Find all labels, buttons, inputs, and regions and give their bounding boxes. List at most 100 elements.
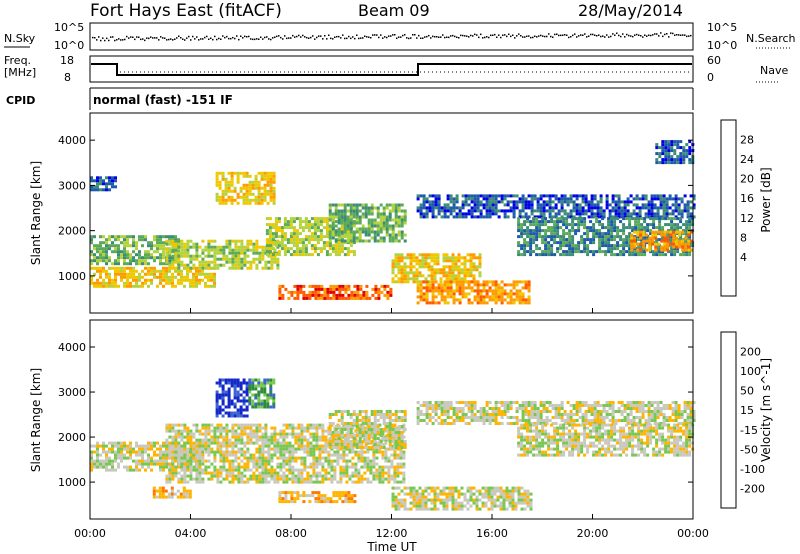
heatmap-cell [165, 266, 168, 270]
heatmap-cell [263, 192, 267, 196]
heatmap-cell [639, 230, 643, 234]
heatmap-cell [689, 194, 693, 198]
heatmap-cell [457, 265, 461, 269]
heatmap-cell [562, 223, 566, 227]
heatmap-cell [248, 183, 252, 187]
heatmap-cell [509, 194, 513, 198]
heatmap-cell [135, 241, 138, 245]
heatmap-cell [301, 238, 305, 242]
heatmap-cell [656, 206, 660, 210]
heatmap-cell [255, 435, 259, 439]
heatmap-cell [351, 474, 355, 478]
heatmap-cell [252, 477, 256, 481]
heatmap-cell [144, 266, 147, 270]
nsky-point [506, 35, 508, 38]
heatmap-cell [171, 272, 174, 276]
heatmap-cell [198, 465, 202, 469]
heatmap-cell [269, 189, 273, 193]
heatmap-cell [463, 271, 467, 275]
heatmap-cell [391, 236, 395, 240]
heatmap-cell [224, 192, 228, 196]
heatmap-cell [289, 241, 293, 245]
heatmap-cell [274, 220, 278, 224]
heatmap-cell [656, 197, 660, 201]
heatmap-cell [204, 447, 208, 451]
heatmap-cell [129, 444, 132, 448]
heatmap-cell [473, 200, 477, 204]
heatmap-cell [472, 256, 476, 260]
heatmap-cell [443, 295, 447, 299]
heatmap-cell [443, 203, 447, 207]
heatmap-cell [90, 275, 93, 279]
heatmap-cell [174, 444, 178, 448]
heatmap-cell [571, 226, 575, 230]
heatmap-cell [479, 289, 483, 293]
heatmap-cell [442, 268, 446, 272]
heatmap-cell [150, 269, 153, 273]
heatmap-cell [323, 290, 327, 294]
nsky-point [128, 37, 130, 39]
heatmap-cell [283, 250, 287, 254]
heatmap-cell [547, 226, 551, 230]
heatmap-cell [257, 183, 261, 187]
heatmap-cell [352, 206, 356, 210]
heatmap-cell [369, 435, 373, 439]
heatmap-cell [628, 244, 632, 248]
heatmap-cell [215, 177, 219, 181]
heatmap-cell [288, 471, 292, 475]
heatmap-cell [680, 197, 684, 201]
heatmap-cell [218, 186, 222, 190]
heatmap-cell [461, 194, 465, 198]
heatmap-cell [665, 212, 669, 216]
heatmap-cell [416, 206, 420, 210]
heatmap-cell [165, 278, 168, 282]
heatmap-cell [520, 235, 524, 239]
heatmap-cell [470, 289, 474, 293]
heatmap-cell [216, 441, 220, 445]
heatmap-cell [213, 468, 217, 472]
heatmap-cell [397, 221, 401, 225]
heatmap-cell [90, 235, 93, 239]
heatmap-cell [213, 278, 216, 282]
heatmap-cell [272, 180, 276, 184]
heatmap-cell [535, 232, 539, 236]
heatmap-cell [358, 230, 362, 234]
heatmap-cell [310, 217, 314, 221]
heatmap-cell [394, 233, 398, 237]
heatmap-cell [111, 176, 114, 180]
heatmap-cell [168, 253, 171, 257]
heatmap-cell [351, 447, 355, 451]
heatmap-cell [285, 432, 289, 436]
heatmap-cell [491, 298, 495, 302]
heatmap-cell [394, 218, 398, 222]
heatmap-cell [517, 229, 521, 233]
heatmap-cell [171, 239, 175, 243]
nsky-point [628, 34, 630, 37]
heatmap-cell [144, 238, 147, 242]
heatmap-cell [186, 248, 190, 252]
nsky-point [334, 36, 336, 38]
heatmap-cell [434, 200, 438, 204]
heatmap-cell [300, 423, 304, 427]
heatmap-cell [415, 259, 419, 263]
heatmap-cell [195, 248, 199, 252]
heatmap-cell [650, 206, 654, 210]
heatmap-cell [536, 215, 540, 219]
heatmap-cell [476, 200, 480, 204]
heatmap-cell [476, 295, 480, 299]
heatmap-cell [370, 203, 374, 207]
heatmap-cell [236, 171, 240, 175]
heatmap-cell [290, 290, 294, 294]
heatmap-cell [246, 242, 250, 246]
heatmap-cell [661, 253, 665, 257]
heatmap-cell [231, 474, 235, 478]
heatmap-cell [654, 233, 658, 237]
heatmap-cell [213, 432, 217, 436]
heatmap-cell [117, 244, 120, 248]
heatmap-cell [216, 474, 220, 478]
heatmap-cell [482, 295, 486, 299]
heatmap-cell [479, 298, 483, 302]
heatmap-cell [297, 474, 301, 478]
heatmap-cell [349, 206, 353, 210]
heatmap-cell [334, 241, 338, 245]
